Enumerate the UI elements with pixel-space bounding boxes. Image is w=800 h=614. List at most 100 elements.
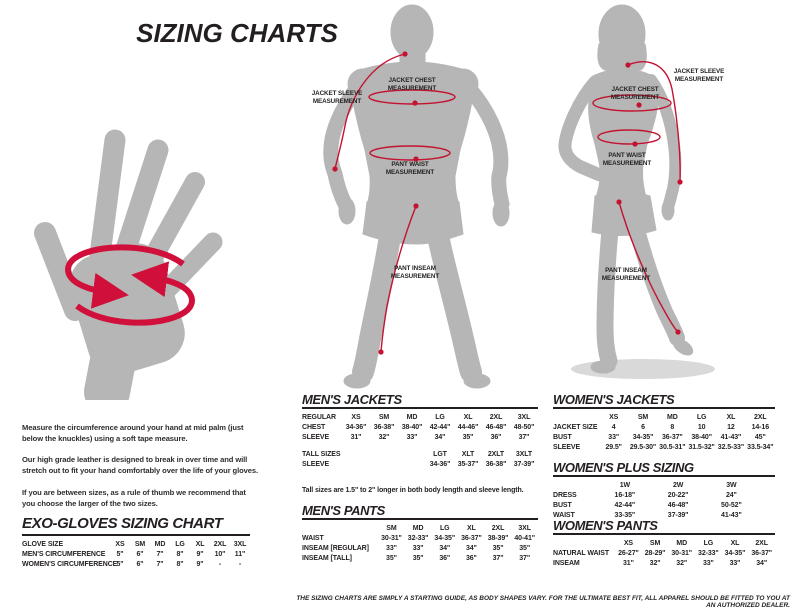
table-cell: 31" <box>350 433 362 441</box>
row-label: CHEST <box>302 423 326 431</box>
table-cell: 32-33" <box>407 534 429 542</box>
table-row: DRESS 16-18" 20-22" 24" <box>553 490 758 500</box>
table-cell: 8" <box>176 560 184 568</box>
womens-pants-table: XS SM MD LG XL 2XL NATURAL WAIST 26-27" 28-29" 30… <box>553 538 775 568</box>
table-cell: 30-31" <box>381 534 402 542</box>
table-cell <box>342 442 370 449</box>
table-cell: LGT <box>433 450 447 458</box>
male-jacket-sleeve-label: JACKET SLEEVE MEASUREMENT <box>311 90 363 105</box>
row-label <box>302 523 378 533</box>
table-cell: 36-37" <box>662 433 683 441</box>
womens-plus-section: WOMEN'S PLUS SIZING 1W 2W 3W DRESS 16-18" 20-… <box>553 460 775 520</box>
table-cell: 35" <box>519 544 531 552</box>
table-row: XS SM MD LG XL 2XL <box>553 538 775 548</box>
table-cell: 50-52" <box>721 501 742 509</box>
page-title: SIZING CHARTS <box>136 18 338 48</box>
table-cell: XS <box>351 413 361 421</box>
table-cell: XL <box>195 540 205 548</box>
table-cell: 33" <box>729 559 741 567</box>
row-label: INSEAM <box>553 559 580 567</box>
table-cell: 33" <box>386 544 397 552</box>
table-cell: 42-44" <box>614 501 636 509</box>
female-pant-inseam-label: PANT INSEAM MEASUREMENT <box>601 267 651 282</box>
table-row: 1W 2W 3W <box>553 480 758 490</box>
table-cell: 36" <box>490 433 502 441</box>
table-cell: 5" <box>116 560 124 568</box>
table-row: BUST 42-44" 46-48" 50-52" <box>553 500 758 510</box>
table-cell: MD <box>666 413 678 421</box>
row-label: SLEEVE <box>302 460 330 468</box>
row-label: GLOVE SIZE <box>22 540 64 548</box>
table-row: WOMEN'S CIRCUMFERENCE 5" 6" 7" 8" 9" - - <box>22 559 250 569</box>
table-cell: 33" <box>702 559 714 567</box>
table-cell: 35" <box>386 554 397 562</box>
table-cell: 37-39" <box>513 460 535 468</box>
table-cell <box>370 442 398 449</box>
table-cell: 44-46" <box>457 423 479 431</box>
table-row <box>302 442 538 449</box>
table-cell: - <box>218 560 222 568</box>
table-cell: 1W <box>619 481 630 489</box>
male-pant-inseam-label: PANT INSEAM MEASUREMENT <box>390 265 440 280</box>
table-cell: 35-37" <box>457 460 479 468</box>
row-label <box>302 442 342 449</box>
table-cell: 38-40" <box>401 423 423 431</box>
table-cell: 29.5" <box>605 443 622 451</box>
table-cell: 2XL <box>491 524 505 532</box>
exo-gloves-section: EXO-GLOVES SIZING CHART GLOVE SIZE XS SM MD… <box>22 515 250 569</box>
table-cell <box>342 459 370 469</box>
table-cell: 5" <box>116 550 124 558</box>
table-cell: - <box>238 560 242 568</box>
table-cell: XL <box>726 413 736 421</box>
table-cell: 2XL <box>213 540 227 548</box>
row-label: INSEAM [REGULAR] <box>302 544 369 552</box>
table-cell: 33.5-34" <box>747 443 774 451</box>
table-cell <box>482 442 510 449</box>
table-row: NATURAL WAIST 26-27" 28-29" 30-31" 32-33" 34-… <box>553 548 775 558</box>
row-label: REGULAR <box>302 413 336 421</box>
table-cell: XL <box>463 413 473 421</box>
table-cell: XLT <box>461 450 475 458</box>
table-cell: 30.5-31" <box>659 443 686 451</box>
row-label: TALL SIZES <box>302 450 341 458</box>
table-cell: 8 <box>670 423 675 431</box>
male-silhouette <box>323 4 510 389</box>
table-cell: 36-38" <box>485 460 507 468</box>
table-cell: SM <box>134 540 146 548</box>
table-cell: 26-27" <box>618 549 639 557</box>
table-cell: 37-39" <box>667 511 689 519</box>
table-cell: 34-35" <box>632 433 654 441</box>
table-cell: 35" <box>492 544 504 552</box>
table-cell: 31.5-32" <box>688 443 715 451</box>
table-cell: 6" <box>136 550 144 558</box>
table-cell <box>370 459 398 469</box>
table-cell: LG <box>435 413 445 421</box>
female-jacket-chest-label: JACKET CHEST MEASUREMENT <box>610 86 660 101</box>
row-label: NATURAL WAIST <box>553 549 609 557</box>
female-measurement-lines <box>592 61 681 333</box>
table-cell: 31" <box>623 559 634 567</box>
row-label: MEN'S CIRCUMFERENCE <box>22 550 106 558</box>
table-cell: 3XLT <box>515 450 533 458</box>
table-cell: 10" <box>214 550 226 558</box>
table-cell: 33" <box>412 544 424 552</box>
male-measurement-dots <box>332 51 419 355</box>
womens-jackets-heading: WOMEN'S JACKETS <box>553 392 775 409</box>
table-row: BUST 33" 34-35" 36-37" 38-40" 41-43" 45" <box>553 432 775 442</box>
female-figure-illustration <box>558 4 715 379</box>
table-cell: XS <box>623 539 633 547</box>
table-cell: 38-40" <box>691 433 712 441</box>
table-cell: 33-35" <box>614 511 636 519</box>
mens-pants-table: SM MD LG XL 2XL 3XL WAIST 30-31" 32-33" 34-35" 36-… <box>302 523 538 563</box>
intro-paragraph-1: Measure the circumference around your ha… <box>22 423 244 443</box>
table-cell: 36-37" <box>461 534 482 542</box>
table-cell: 2XL <box>754 413 767 421</box>
table-cell: MD <box>154 540 166 548</box>
row-label: SLEEVE <box>302 433 330 441</box>
table-row: SLEEVE 29.5" 29.5-30" 30.5-31" 31.5-32" 32.5-… <box>553 442 775 452</box>
table-cell: 29.5-30" <box>629 443 657 451</box>
table-cell: 34-35" <box>724 549 746 557</box>
table-cell: 41-43" <box>720 433 742 441</box>
womens-plus-heading: WOMEN'S PLUS SIZING <box>553 460 775 477</box>
